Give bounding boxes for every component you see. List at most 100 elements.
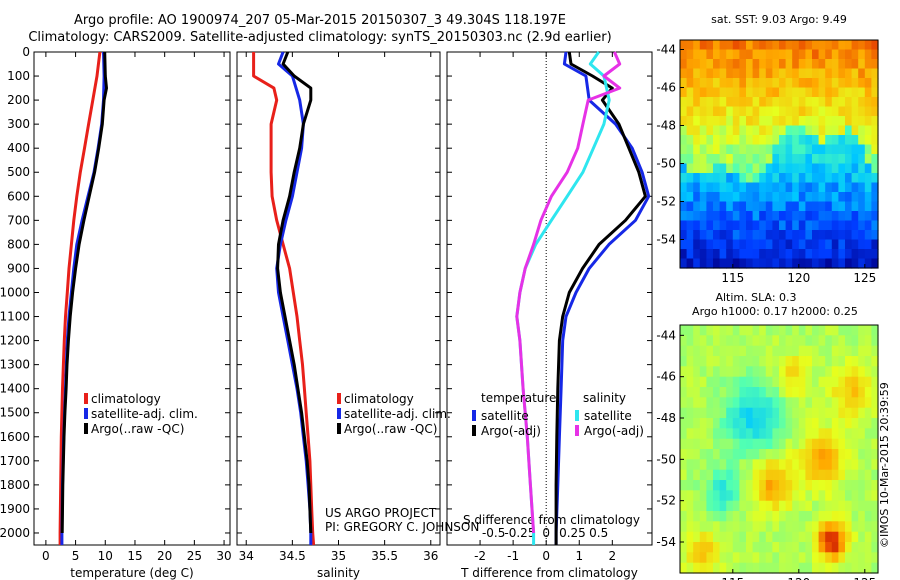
sst-map-cell <box>759 59 767 70</box>
sst-map-cell <box>838 173 846 184</box>
sst-map-cell <box>779 125 787 136</box>
sla-map-cell <box>785 428 793 440</box>
sst-map-cell <box>838 192 846 203</box>
sst-map-cell <box>752 249 760 260</box>
sst-map-cell <box>680 173 688 184</box>
sst-map-cell <box>719 40 727 51</box>
series-line-differences-3 <box>515 51 622 534</box>
sst-map-cell <box>845 201 853 212</box>
sla-map-cell <box>864 459 872 471</box>
sst-map-cell <box>759 182 767 193</box>
sst-map-cell <box>739 192 747 203</box>
sla-map-cell <box>759 511 767 522</box>
sst-map-cell <box>726 97 734 108</box>
sst-map-cell <box>699 192 707 203</box>
y-tick-label: 700 <box>7 213 30 227</box>
sst-map-cell <box>798 173 806 184</box>
x-tick-label-salinity: 35 <box>331 549 346 563</box>
sla-map-cell <box>838 449 846 460</box>
y-tick-label: 300 <box>7 117 30 131</box>
series-line-temperature-2 <box>60 51 108 534</box>
sla-map-cell <box>765 428 773 440</box>
sst-map-cell <box>772 106 780 117</box>
x-axis-label-salinity: salinity <box>317 566 360 580</box>
sst-map-cell <box>871 163 879 174</box>
sla-map-cell <box>765 449 773 460</box>
y-tick-label: 200 <box>7 93 30 107</box>
sst-map-cell <box>726 87 734 98</box>
sla-map-cell <box>713 356 721 367</box>
sla-map-cell <box>845 459 853 471</box>
sst-map-cell <box>851 201 859 212</box>
sst-map-cell <box>680 249 688 260</box>
sst-map-cell <box>739 68 747 79</box>
sst-map-cell <box>739 182 747 193</box>
sla-map-cell <box>713 469 721 481</box>
sst-map-cell <box>805 106 813 117</box>
sla-map-cell <box>851 335 859 347</box>
sst-map-cell <box>812 154 820 165</box>
sla-map-cell <box>765 366 773 378</box>
sst-map-cell <box>858 125 866 136</box>
sla-map-cell <box>759 469 767 481</box>
sla-map-cell <box>818 407 826 419</box>
sst-map-cell <box>699 59 707 70</box>
sla-map-cell <box>739 562 747 574</box>
sst-map-cell <box>759 68 767 79</box>
sst-map-cell <box>746 230 754 241</box>
sst-map-cell <box>825 173 833 184</box>
sla-map-cell <box>765 542 773 553</box>
sla-map-cell <box>772 418 780 429</box>
sla-map-cell <box>838 511 846 522</box>
sst-map-cell <box>785 144 793 155</box>
sla-map-cell <box>825 356 833 367</box>
sst-map-cell <box>699 173 707 184</box>
sst-map-cell <box>680 49 688 60</box>
sst-map-cell <box>785 106 793 117</box>
sst-map-cell <box>845 125 853 136</box>
sst-map-cell <box>686 125 694 136</box>
sst-map-cell <box>752 116 760 127</box>
sla-map-cell <box>871 521 879 533</box>
sla-map-cell <box>686 449 694 460</box>
sst-map-cell <box>858 230 866 241</box>
sst-map-cell <box>864 87 872 98</box>
sla-map-cell <box>713 325 721 336</box>
sst-map-cell <box>851 258 859 269</box>
sst-map-cell <box>732 116 740 127</box>
sla-map-cell <box>693 335 701 347</box>
sla-map-cell <box>825 542 833 553</box>
sst-map-cell <box>825 125 833 136</box>
sla-map-cell <box>864 387 872 398</box>
sst-map-cell <box>713 40 721 51</box>
sla-map-cell <box>805 366 813 378</box>
sla-map-cell <box>739 397 747 409</box>
sla-map-cell <box>759 366 767 378</box>
sla-map-cell <box>851 325 859 336</box>
sst-map-cell <box>838 182 846 193</box>
sst-map-cell <box>864 239 872 250</box>
sst-map-cell <box>699 144 707 155</box>
sst-map-cell <box>713 135 721 146</box>
sla-map-cell <box>785 469 793 481</box>
sst-map-cell <box>812 59 820 70</box>
sla-map-cell <box>818 480 826 491</box>
sla-map-cell <box>812 438 820 450</box>
sla-map-cell <box>706 449 714 460</box>
legend-swatch-temperature <box>84 408 88 419</box>
sst-map-cell <box>812 249 820 260</box>
y-tick-label: 1000 <box>0 285 30 299</box>
sla-map-cell <box>818 345 826 357</box>
sla-map-cell <box>798 490 806 502</box>
sst-map-cell <box>812 135 820 146</box>
sst-map-cell <box>765 40 773 51</box>
sla-map-cell <box>746 449 754 460</box>
sst-map-cell <box>851 78 859 89</box>
sst-map-cell <box>706 87 714 98</box>
sla-map-cell <box>752 387 760 398</box>
sla-map-cell <box>772 366 780 378</box>
sst-map-cell <box>845 192 853 203</box>
sst-map-cell <box>858 135 866 146</box>
sla-map-cell <box>845 376 853 388</box>
sla-map-cell <box>699 418 707 429</box>
